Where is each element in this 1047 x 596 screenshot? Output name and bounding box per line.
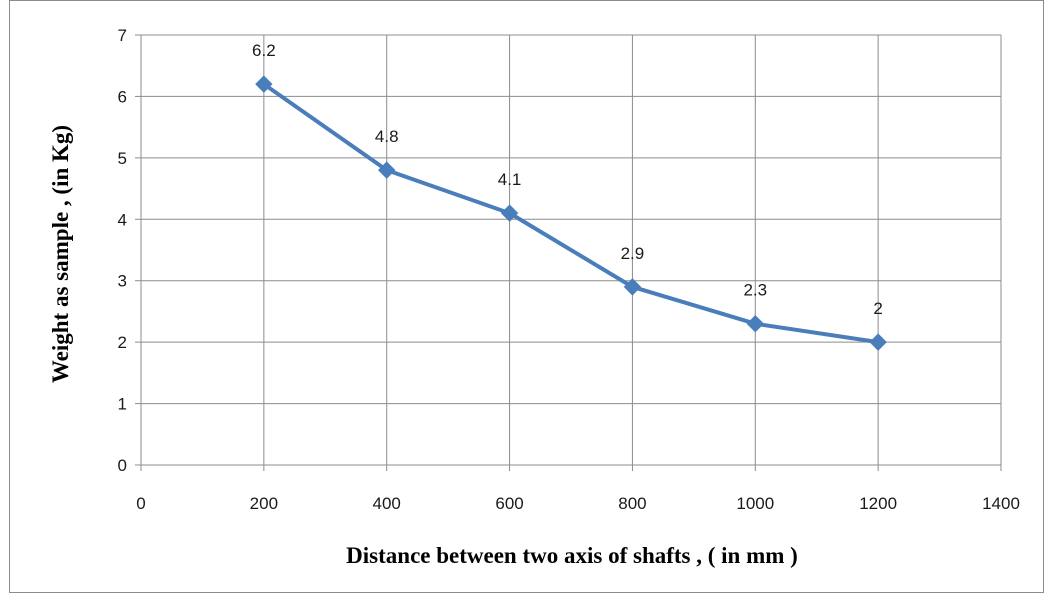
data-label: 4.1 <box>498 170 522 189</box>
y-tick-label: 2 <box>118 333 127 352</box>
data-labels: 6.2 4.8 4.1 2.9 2.3 2 <box>252 41 883 318</box>
data-point-marker <box>500 204 519 222</box>
data-point-marker <box>746 315 764 333</box>
y-tick-label: 0 <box>118 456 127 475</box>
y-tick-label: 5 <box>118 149 127 168</box>
grid-lines <box>141 34 1002 465</box>
data-label: 4.8 <box>375 127 399 146</box>
axes <box>135 34 1002 471</box>
series <box>255 75 887 351</box>
y-tick-label: 1 <box>118 395 127 414</box>
x-tick-label: 200 <box>250 494 278 513</box>
x-axis-title: Distance between two axis of shafts , ( … <box>346 543 798 568</box>
x-tick-label: 1400 <box>982 494 1020 513</box>
data-point-marker <box>623 278 642 296</box>
x-tick-label: 800 <box>618 494 646 513</box>
data-label: 2.3 <box>743 281 767 300</box>
data-label: 2.9 <box>621 244 645 263</box>
data-point-marker <box>255 75 273 93</box>
x-tick-label: 400 <box>373 494 401 513</box>
x-tick-labels: 0 200 400 600 800 1000 1200 1400 <box>136 494 1020 513</box>
chart-frame <box>9 0 1044 593</box>
x-tick-label: 600 <box>495 494 523 513</box>
data-point-marker <box>378 161 396 179</box>
y-tick-label: 6 <box>118 87 127 106</box>
y-tick-label: 7 <box>118 26 127 45</box>
data-point-marker <box>869 333 887 351</box>
y-tick-label: 4 <box>118 210 127 229</box>
x-tick-label: 1000 <box>736 494 774 513</box>
y-axis-title: Weight as sample , (in Kg) <box>48 125 73 383</box>
data-label: 2 <box>873 299 882 318</box>
y-tick-labels: 0 1 2 3 4 5 6 7 <box>118 26 127 475</box>
series-line <box>262 82 879 345</box>
y-tick-label: 3 <box>118 272 127 291</box>
x-tick-label: 1200 <box>859 494 897 513</box>
x-tick-label: 0 <box>136 494 145 513</box>
data-label: 6.2 <box>252 41 276 60</box>
